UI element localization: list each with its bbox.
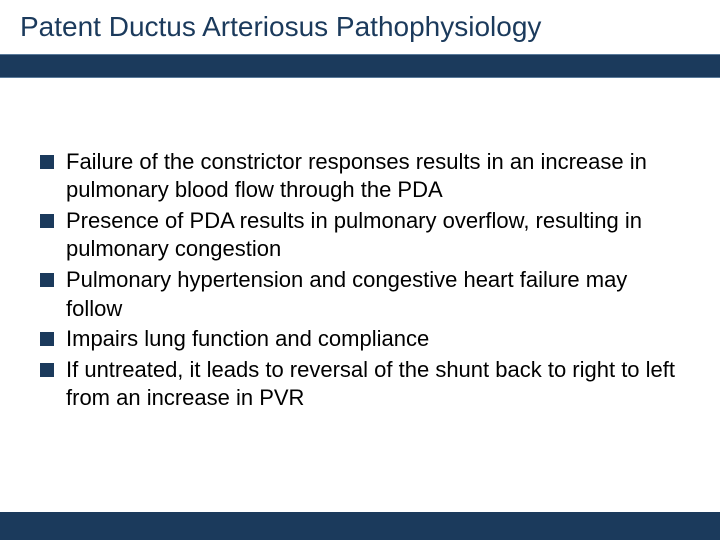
- title-underline-bar: [0, 54, 720, 78]
- footer-bar: [0, 512, 720, 540]
- bullet-text: Presence of PDA results in pulmonary ove…: [66, 207, 680, 264]
- bullet-text: Impairs lung function and compliance: [66, 325, 429, 354]
- square-bullet-icon: [40, 155, 54, 169]
- slide-title: Patent Ductus Arteriosus Pathophysiology: [20, 10, 700, 44]
- list-item: If untreated, it leads to reversal of th…: [40, 356, 680, 413]
- content-region: Failure of the constrictor responses res…: [0, 78, 720, 413]
- bullet-list: Failure of the constrictor responses res…: [40, 148, 680, 413]
- bullet-text: Pulmonary hypertension and congestive he…: [66, 266, 680, 323]
- list-item: Presence of PDA results in pulmonary ove…: [40, 207, 680, 264]
- list-item: Failure of the constrictor responses res…: [40, 148, 680, 205]
- square-bullet-icon: [40, 273, 54, 287]
- list-item: Impairs lung function and compliance: [40, 325, 680, 354]
- list-item: Pulmonary hypertension and congestive he…: [40, 266, 680, 323]
- title-region: Patent Ductus Arteriosus Pathophysiology: [0, 0, 720, 44]
- square-bullet-icon: [40, 332, 54, 346]
- bullet-text: If untreated, it leads to reversal of th…: [66, 356, 680, 413]
- square-bullet-icon: [40, 214, 54, 228]
- bullet-text: Failure of the constrictor responses res…: [66, 148, 680, 205]
- square-bullet-icon: [40, 363, 54, 377]
